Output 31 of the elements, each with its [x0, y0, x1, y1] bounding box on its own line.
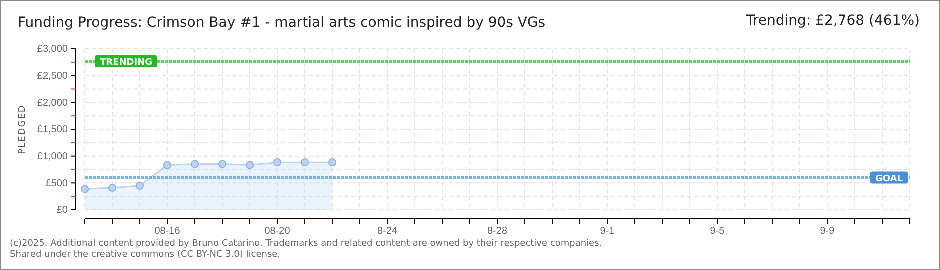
x-tick-label: 8-24	[377, 226, 398, 238]
y-tick-label: £2,500	[37, 71, 68, 82]
ref-line-label: GOAL	[876, 174, 904, 184]
point	[273, 158, 282, 167]
text: (c)2025. Additional content provided by Bruno Catarino. Trademarks and related content are owned by their respective companies.	[10, 239, 602, 249]
x-tick-label: 9-9	[820, 226, 836, 238]
y-axis-title: PLEDGED	[18, 104, 28, 154]
x-tick-label: 08-20	[264, 226, 291, 238]
y-tick-label: £3,000	[37, 44, 68, 56]
point	[136, 182, 144, 190]
x-tick-label: 8-28	[487, 226, 508, 238]
y-tick-label: £0	[56, 205, 68, 216]
text: Shared under the creative commons (CC BY-NC 3.0) license.	[10, 250, 281, 260]
x-tick-label: 9-5	[710, 226, 726, 238]
chart-subtitle: Trending: £2,768 (461%)	[745, 13, 920, 29]
point	[80, 185, 90, 194]
ref-line-label: TRENDING	[100, 58, 152, 68]
y-tick-label: £500	[46, 178, 68, 190]
y-tick-label: £1,000	[37, 152, 68, 163]
point	[300, 158, 310, 167]
point	[328, 158, 337, 167]
x-tick-label: 08-16	[154, 226, 181, 238]
point	[218, 160, 227, 168]
y-tick-label: £2,000	[37, 98, 68, 109]
x-tick-label: 9-1	[600, 226, 616, 238]
chart-title: Funding Progress: Crimson Bay #1 - martial arts comic inspired by 90s VGs	[18, 15, 546, 31]
point	[246, 161, 254, 170]
point	[190, 160, 200, 168]
point	[163, 161, 172, 170]
y-tick-label: £1,500	[37, 124, 68, 136]
point	[108, 184, 117, 192]
